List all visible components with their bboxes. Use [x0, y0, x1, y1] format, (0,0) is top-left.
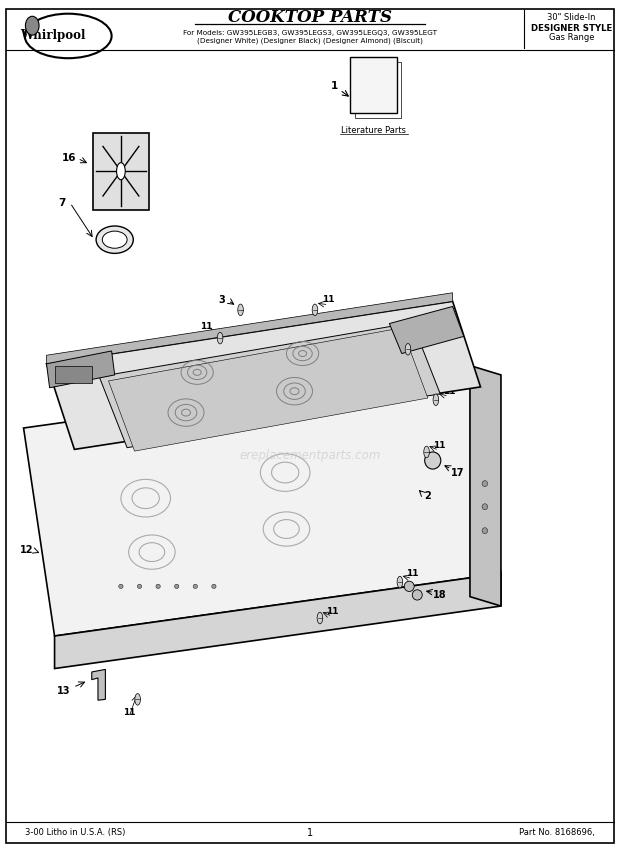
Text: 11: 11	[443, 387, 455, 395]
Text: 18: 18	[433, 590, 447, 600]
Polygon shape	[389, 306, 464, 354]
Text: Whirlpool: Whirlpool	[20, 29, 86, 43]
Text: For Models: GW395LEGB3, GW395LEGS3, GW395LEGQ3, GW395LEGT: For Models: GW395LEGB3, GW395LEGS3, GW39…	[183, 29, 437, 36]
Ellipse shape	[425, 452, 441, 469]
Bar	[55, 366, 92, 383]
Ellipse shape	[102, 231, 127, 248]
Polygon shape	[99, 323, 440, 448]
Ellipse shape	[482, 481, 488, 486]
Bar	[93, 133, 149, 210]
Ellipse shape	[119, 585, 123, 589]
Ellipse shape	[482, 503, 488, 510]
Text: 20: 20	[250, 419, 264, 430]
Ellipse shape	[238, 304, 243, 316]
Polygon shape	[46, 293, 453, 364]
Bar	[355, 62, 401, 118]
Text: 2: 2	[425, 491, 431, 502]
Ellipse shape	[433, 394, 439, 406]
Text: 1: 1	[331, 81, 339, 92]
Text: 11: 11	[322, 295, 335, 304]
Ellipse shape	[175, 585, 179, 589]
Polygon shape	[46, 301, 481, 449]
Text: 11: 11	[433, 441, 445, 449]
Ellipse shape	[405, 343, 411, 355]
Polygon shape	[46, 351, 115, 388]
Ellipse shape	[482, 527, 488, 534]
Ellipse shape	[211, 585, 216, 589]
Ellipse shape	[404, 581, 414, 591]
Text: ereplacementparts.com: ereplacementparts.com	[239, 449, 381, 462]
Ellipse shape	[412, 590, 422, 600]
Text: Gas Range: Gas Range	[549, 33, 595, 42]
Polygon shape	[92, 669, 105, 700]
Ellipse shape	[423, 446, 429, 458]
Ellipse shape	[317, 612, 323, 624]
Text: 13: 13	[57, 686, 71, 696]
Text: 1: 1	[307, 828, 313, 838]
Ellipse shape	[193, 585, 197, 589]
Polygon shape	[470, 366, 501, 606]
Text: 12: 12	[20, 544, 33, 555]
Polygon shape	[24, 366, 501, 636]
Text: 30" Slide-In: 30" Slide-In	[547, 14, 596, 22]
Text: 6: 6	[386, 364, 392, 374]
Ellipse shape	[96, 226, 133, 253]
Text: 11: 11	[414, 336, 427, 345]
Text: 5: 5	[55, 367, 61, 377]
Text: 3-00 Litho in U.S.A. (RS): 3-00 Litho in U.S.A. (RS)	[25, 829, 125, 837]
Ellipse shape	[217, 332, 223, 344]
Text: (Designer White) (Designer Black) (Designer Almond) (Biscuit): (Designer White) (Designer Black) (Desig…	[197, 38, 423, 45]
Text: 11: 11	[406, 569, 419, 578]
Text: DESIGNER STYLE: DESIGNER STYLE	[531, 24, 613, 33]
Ellipse shape	[117, 163, 125, 180]
Text: COOKTOP PARTS: COOKTOP PARTS	[228, 9, 392, 27]
Polygon shape	[55, 574, 501, 669]
Text: Literature Parts: Literature Parts	[342, 126, 406, 134]
Ellipse shape	[397, 576, 403, 588]
Text: 17: 17	[451, 467, 464, 478]
Ellipse shape	[312, 304, 317, 316]
Text: 7: 7	[58, 198, 66, 208]
Text: 11: 11	[326, 607, 339, 615]
Ellipse shape	[135, 693, 140, 705]
Text: 16: 16	[62, 153, 77, 163]
Polygon shape	[108, 328, 428, 451]
Ellipse shape	[156, 585, 160, 589]
Ellipse shape	[25, 16, 39, 35]
Text: 11: 11	[123, 708, 135, 716]
Text: 3: 3	[219, 294, 225, 305]
Text: 11: 11	[200, 323, 213, 331]
Bar	[350, 57, 397, 113]
Text: Part No. 8168696,: Part No. 8168696,	[520, 829, 595, 837]
Ellipse shape	[138, 585, 141, 589]
